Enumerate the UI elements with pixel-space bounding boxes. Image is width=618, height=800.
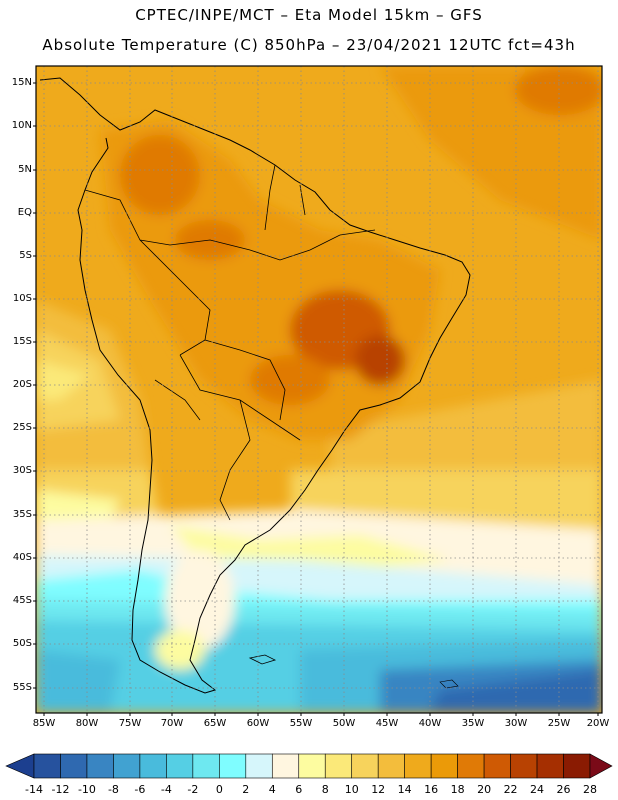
lon-label: 75W bbox=[118, 718, 142, 729]
colorbar-label: -2 bbox=[187, 783, 199, 796]
colorbar-label: 28 bbox=[583, 783, 597, 796]
colorbar-cell bbox=[166, 753, 194, 779]
lon-label: 80W bbox=[75, 718, 99, 729]
lon-label: 70W bbox=[160, 718, 184, 729]
colorbar-cell bbox=[139, 753, 167, 779]
lat-label: 5N bbox=[18, 164, 32, 175]
colorbar-label: 4 bbox=[268, 783, 276, 796]
lat-label: 30S bbox=[12, 465, 32, 476]
colorbar-label: 2 bbox=[242, 783, 250, 796]
colorbar-cell bbox=[563, 753, 591, 779]
temperature-field bbox=[36, 66, 602, 713]
lat-label: 35S bbox=[12, 509, 32, 520]
colorbar bbox=[5, 753, 613, 779]
colorbar-cell bbox=[86, 753, 114, 779]
colorbar-cell bbox=[483, 753, 511, 779]
colorbar-label: 20 bbox=[477, 783, 492, 796]
colorbar-cell bbox=[192, 753, 220, 779]
lon-label: 20W bbox=[586, 718, 610, 729]
colorbar-label: 16 bbox=[424, 783, 439, 796]
colorbar-cell bbox=[245, 753, 273, 779]
lon-label: 30W bbox=[504, 718, 528, 729]
colorbar-label: 8 bbox=[321, 783, 329, 796]
colorbar-label: -14 bbox=[25, 783, 43, 796]
colorbar-cell bbox=[430, 753, 458, 779]
colorbar-label: 18 bbox=[450, 783, 465, 796]
colorbar-cell bbox=[457, 753, 485, 779]
lat-label: 5S bbox=[19, 250, 32, 261]
lon-label: 50W bbox=[332, 718, 356, 729]
lon-label: 40W bbox=[418, 718, 442, 729]
lon-label: 65W bbox=[203, 718, 227, 729]
colorbar-cell bbox=[404, 753, 432, 779]
lat-label: 10N bbox=[11, 120, 32, 131]
lat-label: EQ bbox=[17, 207, 32, 218]
lat-label: 50S bbox=[12, 638, 32, 649]
colorbar-label: 0 bbox=[215, 783, 223, 796]
colorbar-label: 10 bbox=[344, 783, 359, 796]
colorbar-cell bbox=[33, 753, 61, 779]
colorbar-cell bbox=[219, 753, 247, 779]
colorbar-label: -12 bbox=[51, 783, 70, 796]
colorbar-cell bbox=[298, 753, 326, 779]
colorbar-cell bbox=[351, 753, 379, 779]
colorbar-label: 24 bbox=[530, 783, 545, 796]
lon-label: 45W bbox=[375, 718, 399, 729]
lon-label: 85W bbox=[32, 718, 56, 729]
colorbar-cell bbox=[113, 753, 141, 779]
colorbar-label: 6 bbox=[295, 783, 303, 796]
colorbar-label: 14 bbox=[397, 783, 412, 796]
colorbar-label: 26 bbox=[556, 783, 571, 796]
lon-label: 60W bbox=[246, 718, 270, 729]
colorbar-label: -6 bbox=[134, 783, 146, 796]
colorbar-label: -4 bbox=[160, 783, 172, 796]
colorbar-cell bbox=[5, 753, 35, 779]
lat-label: 10S bbox=[12, 293, 32, 304]
colorbar-cell bbox=[60, 753, 88, 779]
lat-label: 40S bbox=[12, 552, 32, 563]
lat-label: 55S bbox=[12, 682, 32, 693]
map-frame bbox=[35, 65, 603, 714]
colorbar-label: 22 bbox=[503, 783, 518, 796]
lon-label: 25W bbox=[547, 718, 571, 729]
colorbar-cell bbox=[589, 753, 613, 779]
lat-label: 15N bbox=[11, 77, 32, 88]
colorbar-cell bbox=[510, 753, 538, 779]
colorbar-label: -8 bbox=[107, 783, 119, 796]
colorbar-cell bbox=[377, 753, 405, 779]
colorbar-cell bbox=[271, 753, 300, 779]
lat-label: 20S bbox=[12, 379, 32, 390]
map-title-line-2: Absolute Temperature (C) 850hPa – 23/04/… bbox=[42, 36, 576, 54]
colorbar-cell bbox=[324, 753, 353, 779]
lon-label: 55W bbox=[289, 718, 313, 729]
lat-label: 45S bbox=[12, 595, 32, 606]
map-title-line-1: CPTEC/INPE/MCT – Eta Model 15km – GFS bbox=[135, 6, 483, 24]
lat-label: 15S bbox=[12, 336, 32, 347]
colorbar-cell bbox=[536, 753, 564, 779]
colorbar-label: -10 bbox=[77, 783, 96, 796]
lat-label: 25S bbox=[12, 422, 32, 433]
colorbar-label: 12 bbox=[371, 783, 386, 796]
lon-label: 35W bbox=[461, 718, 485, 729]
